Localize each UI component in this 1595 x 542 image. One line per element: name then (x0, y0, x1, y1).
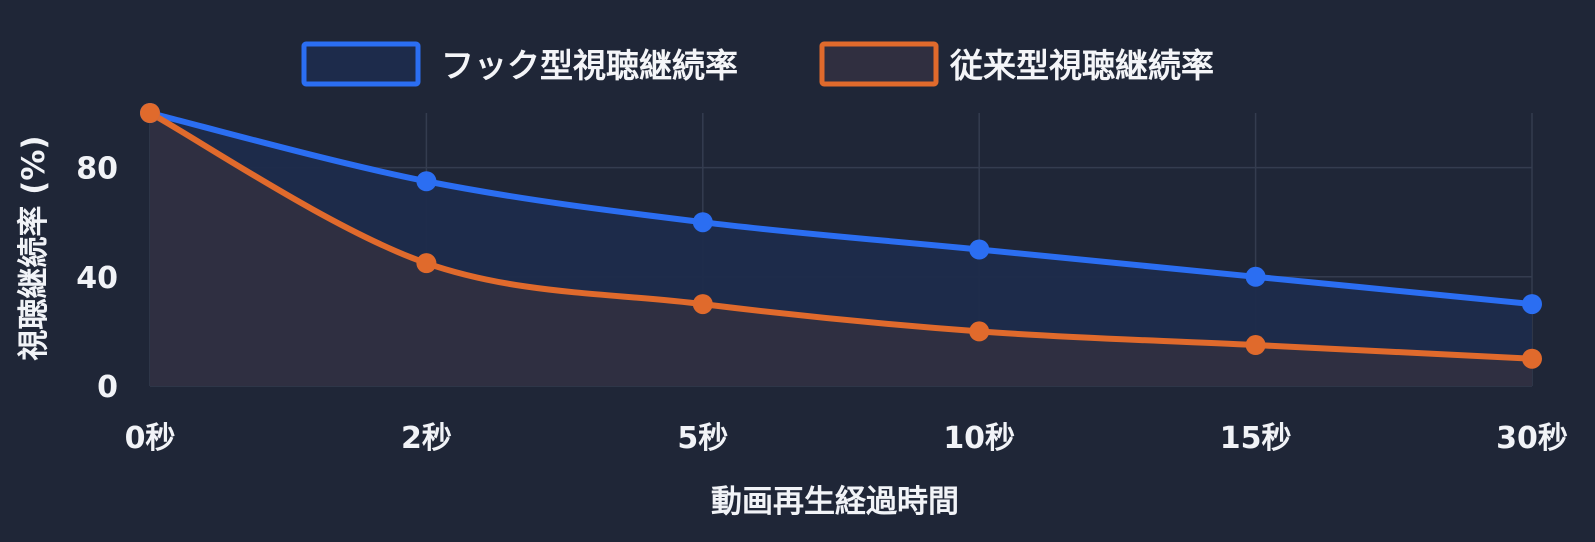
x-tick-label-1: 2秒 (401, 421, 452, 456)
x-tick-label-5: 30秒 (1496, 421, 1568, 456)
y-axis-title: 視聴継続率 (%) (16, 135, 52, 360)
x-tick-label-3: 10秒 (943, 421, 1015, 456)
y-tick-label-1: 40 (76, 261, 118, 296)
x-tick-label-4: 15秒 (1220, 421, 1292, 456)
data-point-s1-1 (416, 253, 437, 274)
data-point-s1-4 (1245, 335, 1266, 356)
data-point-s0-4 (1245, 266, 1266, 287)
x-tick-label-0: 0秒 (125, 421, 176, 456)
data-point-s0-3 (969, 239, 990, 260)
x-axis-title: 動画再生経過時間 (711, 484, 959, 520)
y-tick-labels: 0 40 80 (76, 152, 118, 405)
legend: フック型視聴継続率 従来型視聴継続率 (301, 41, 1214, 87)
y-tick-label-0: 0 (97, 370, 118, 405)
legend-swatch-1 (819, 41, 939, 87)
series-line-0 (147, 110, 1535, 308)
data-point-s1-3 (969, 321, 990, 342)
series-area-1 (150, 113, 1532, 386)
data-point-s0-1 (416, 171, 437, 192)
data-point-s1-5 (1522, 348, 1542, 369)
x-tick-label-2: 5秒 (677, 421, 728, 456)
data-point-s0-5 (1522, 294, 1542, 315)
series-line-1 (147, 110, 1535, 362)
legend-swatch-0 (301, 41, 421, 87)
data-point-s1-2 (692, 294, 713, 315)
data-point-s0-2 (692, 212, 713, 233)
series-lines (147, 110, 1535, 362)
x-tick-labels: 0秒 2秒 5秒 10秒 15秒 30秒 (125, 421, 1568, 456)
legend-label-1: 従来型視聴継続率 (949, 46, 1214, 85)
data-point-s1-0 (140, 103, 160, 123)
y-tick-label-2: 80 (76, 152, 118, 187)
legend-label-0: フック型視聴継続率 (441, 46, 738, 85)
series-points (140, 103, 1542, 369)
series-areas (150, 113, 1532, 386)
